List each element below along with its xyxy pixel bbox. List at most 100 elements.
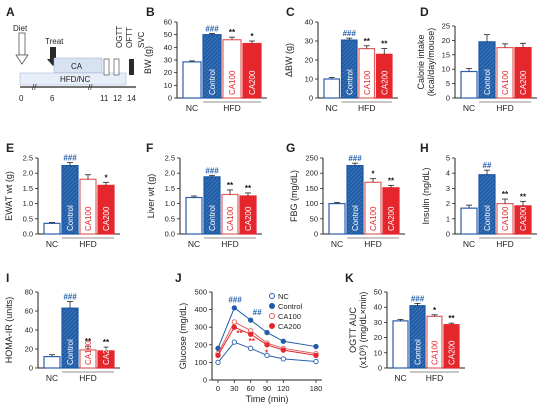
bar-hatch xyxy=(204,35,220,97)
y-tick-label: 40 xyxy=(164,43,172,52)
bar-nc xyxy=(460,207,478,235)
timeline-tick: 11 xyxy=(100,94,109,103)
y-tick-label: 0.0 xyxy=(165,230,175,239)
bar-label-control: Control xyxy=(351,205,360,231)
data-point-control xyxy=(231,305,237,311)
group-label-nc: NC xyxy=(394,373,406,383)
significance-marker: ** xyxy=(381,40,388,49)
bar-nc xyxy=(323,78,341,99)
group-label-hfd: HFD xyxy=(496,103,513,113)
y-tick-label: 300 xyxy=(194,323,207,332)
timeline-tick: 12 xyxy=(113,94,122,103)
group-label-nc: NC xyxy=(463,239,475,249)
y-axis-label: BW (g) xyxy=(143,46,153,74)
significance-marker: * xyxy=(250,32,254,41)
bar-chart-c: C 0 10 20 30 40 ΔBW (g) Control ### CA100 ** CA200 *… xyxy=(284,5,398,113)
data-point-nc xyxy=(313,358,319,365)
axis-break: // xyxy=(88,83,93,92)
y-tick-label: 100 xyxy=(305,199,318,208)
y-tick-label: 0 xyxy=(378,364,382,373)
significance-marker: ### xyxy=(348,154,362,163)
y-tick-label: 40 xyxy=(25,326,33,335)
legend-marker xyxy=(269,313,275,319)
y-tick-label: 20 xyxy=(442,36,450,45)
bar-hatch xyxy=(411,306,424,367)
y-axis-label: Glucose (mg/dL) xyxy=(178,303,188,370)
x-tick-label: 0 xyxy=(216,384,220,393)
data-point-nc xyxy=(215,359,221,366)
y-tick-label: 0 xyxy=(314,230,318,239)
y-tick-label: 0.5 xyxy=(165,214,175,223)
y-tick-label: 200 xyxy=(194,340,207,349)
bar-nc xyxy=(185,196,203,235)
data-point-ca200 xyxy=(215,352,221,359)
series-line-nc xyxy=(217,341,317,363)
y-axis-label: EWAT wt (g) xyxy=(4,171,14,221)
bar-label-control: Control xyxy=(208,205,217,231)
significance-marker: * xyxy=(104,173,108,182)
bar-chart-h: H 0 1 2 3 4 5 Insulin (ng/dL) Control ## CA100 ** CA… xyxy=(420,141,537,249)
bar-hatch xyxy=(348,166,362,233)
y-axis-label: HOMA-IR (units) xyxy=(4,297,14,364)
bar-nc xyxy=(182,61,202,99)
legend-label-ca200: CA200 xyxy=(278,322,301,331)
data-point-ca200 xyxy=(248,331,254,337)
x-tick-label: 30 xyxy=(230,384,238,393)
panel-label-i: I xyxy=(6,271,9,285)
series-line-ca100 xyxy=(217,321,317,355)
bar-label-ca100: CA100 xyxy=(431,340,440,365)
y-tick-label: 1 xyxy=(446,214,450,223)
bar-label-ca100: CA100 xyxy=(228,70,237,95)
timeline-panel: A Diet Treat CA HFD/NC OGTT OFTT SVC // … xyxy=(6,5,146,103)
y-tick-label: 10 xyxy=(305,75,313,84)
bar-label-ca200: CA200 xyxy=(519,70,528,95)
y-tick-label: 5 xyxy=(446,79,450,88)
y-tick-label: 200 xyxy=(305,169,318,178)
y-tick-label: 0.0 xyxy=(23,230,33,239)
y-axis-label-line: (kcal/day/mouse) xyxy=(426,28,436,97)
y-tick-label: 2.0 xyxy=(165,169,175,178)
bar-label-control: Control xyxy=(414,339,423,365)
group-label-nc: NC xyxy=(46,373,58,383)
y-tick-label: 20 xyxy=(164,68,172,77)
y-tick-label: 10 xyxy=(442,65,450,74)
significance-marker: * xyxy=(265,348,269,357)
timeline-ogtt-label: OGTT xyxy=(115,26,124,48)
group-label-hfd: HFD xyxy=(426,373,443,383)
data-point-ca200 xyxy=(313,352,319,359)
significance-marker: ### xyxy=(205,24,219,33)
series-line-ca200 xyxy=(217,326,317,356)
bar-label-ca100: CA100 xyxy=(369,206,378,231)
significance-marker: ** xyxy=(502,190,509,199)
bar-label-control: Control xyxy=(483,205,492,231)
y-tick-label: 30 xyxy=(305,37,313,46)
svc-arrow xyxy=(129,59,134,75)
data-point-control xyxy=(248,317,254,323)
y-axis-label-line: Calorie intake xyxy=(416,34,426,89)
panel-label-j: J xyxy=(175,271,182,285)
bar-label-control: Control xyxy=(208,69,217,95)
x-tick-label: 60 xyxy=(246,384,254,393)
y-tick-label: 2 xyxy=(446,199,450,208)
bar-label-ca100: CA100 xyxy=(501,206,510,231)
panel-label-c: C xyxy=(286,5,295,19)
series-line-control xyxy=(217,307,317,349)
bar-nc xyxy=(43,222,61,235)
data-point-nc xyxy=(248,345,254,351)
y-tick-label: 20 xyxy=(374,333,382,342)
bar-label-ca200: CA200 xyxy=(102,206,111,231)
panel-label-e: E xyxy=(6,141,14,155)
significance-marker: ** xyxy=(520,192,527,201)
panel-label-b: B xyxy=(146,5,155,19)
diet-arrow-head xyxy=(15,54,29,65)
significance-marker: ### xyxy=(63,154,77,163)
line-chart-j: J 0 100 200 300 400 500 0 30 60 90 120 180 Time (min)… xyxy=(175,271,322,404)
significance-marker: ** xyxy=(249,337,256,346)
y-axis-label: Insulin (ng/dL) xyxy=(421,167,431,224)
timeline-tick: 6 xyxy=(50,94,55,103)
group-label-hfd: HFD xyxy=(221,239,238,249)
ogtt-arrow xyxy=(103,58,110,76)
timeline-svc-label: SVC xyxy=(137,31,146,48)
y-axis-label-line: OGTT AUC xyxy=(348,307,358,353)
